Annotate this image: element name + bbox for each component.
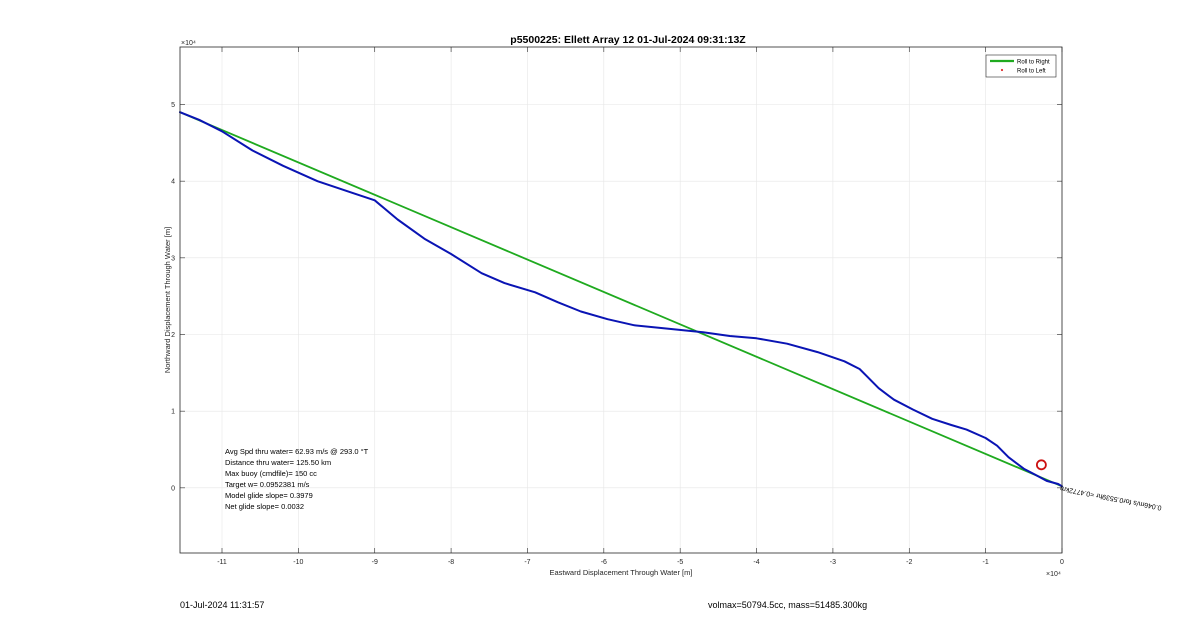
y-tick-label: 1: [171, 409, 175, 416]
stats-line: Target w= 0.0952381 m/s: [225, 480, 310, 489]
grid-lines: [180, 47, 1063, 553]
legend-label-roll-left: Roll to Left: [1017, 69, 1046, 75]
y-axis-label: Northward Displacement Through Water [m]: [163, 227, 172, 373]
stats-line: Model glide slope= 0.3979: [225, 491, 313, 500]
x-axis-label: Eastward Displacement Through Water [m]: [550, 568, 693, 577]
y-tick-label: 0: [171, 485, 175, 492]
plot-area: 0.046m/s for0.5539hr =0.4772km -11 -10 -9-…: [171, 46, 1162, 566]
x-tick-label: -5: [677, 559, 683, 566]
y-axis-exponent: ×10⁴: [181, 40, 196, 47]
annotation-layer: 0.046m/s for0.5539hr =0.4772km: [1059, 484, 1162, 511]
x-tick-label: -3: [830, 559, 836, 566]
x-tick-label: -9: [372, 559, 378, 566]
footer-timestamp: 01-Jul-2024 11:31:57: [180, 600, 265, 610]
legend-label-roll-right: Roll to Right: [1017, 60, 1050, 66]
x-tick-label: -11: [217, 559, 227, 566]
y-tick-label: 5: [171, 102, 175, 109]
plot-frame: [179, 46, 1063, 554]
legend-swatch-roll-left: [1000, 68, 1004, 72]
series-layer: [179, 111, 1063, 488]
chart-title: p5500225: Ellett Array 12 01-Jul-2024 09…: [510, 34, 746, 46]
footer-volmax-mass: volmax=50794.5cc, mass=51485.300kg: [708, 600, 868, 610]
x-tick-label: -8: [448, 559, 454, 566]
y-tick-label: 3: [171, 255, 175, 262]
x-tick-label: -7: [524, 559, 530, 566]
stats-line: Distance thru water= 125.50 km: [225, 458, 331, 467]
legend: Roll to Right Roll to Left: [985, 54, 1057, 78]
x-tick-label: -2: [906, 559, 912, 566]
x-tick-label: -10: [293, 559, 303, 566]
stats-line: Net glide slope= 0.0032: [225, 502, 304, 511]
drift-annotation: 0.046m/s for0.5539hr =0.4772km: [1059, 484, 1162, 511]
y-tick-label: 2: [171, 332, 175, 339]
x-tick-label: -1: [983, 559, 989, 566]
x-tick-label: -6: [601, 559, 607, 566]
stats-line: Avg Spd thru water= 62.93 m/s @ 293.0 °T: [225, 447, 369, 456]
stats-block: Avg Spd thru water= 62.93 m/s @ 293.0 °T…: [225, 447, 369, 511]
current-position-marker: [1035, 459, 1047, 471]
x-axis-exponent: ×10⁴: [1046, 571, 1061, 578]
series-line-1: [179, 111, 1063, 488]
stats-line: Max buoy (cmdfile)= 150 cc: [225, 469, 317, 478]
x-tick-label: -4: [753, 559, 759, 566]
y-tick-label: 4: [171, 179, 175, 186]
series-line-0: [179, 111, 1063, 488]
x-tick-label: 0: [1060, 559, 1064, 566]
